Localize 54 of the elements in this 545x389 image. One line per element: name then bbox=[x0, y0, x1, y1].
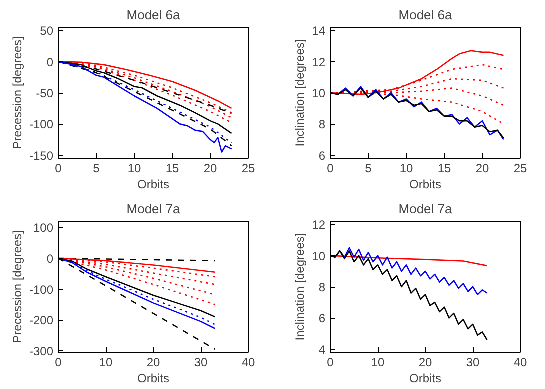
x-tick-label: 30 bbox=[466, 356, 480, 370]
y-axis-title: Inclination [degrees] bbox=[293, 39, 308, 147]
x-tick-label: 0 bbox=[55, 162, 62, 176]
x-tick-label: 20 bbox=[146, 356, 160, 370]
x-tick-label: 10 bbox=[400, 162, 414, 176]
x-tick-label: 40 bbox=[242, 356, 256, 370]
y-tick-label: 100 bbox=[33, 221, 54, 236]
y-tick-label: 6 bbox=[318, 148, 326, 163]
x-tick-label: 5 bbox=[365, 162, 372, 176]
x-axis-title: Orbits bbox=[410, 178, 442, 192]
y-axis-title: Precession [degrees] bbox=[10, 36, 24, 150]
y-tick-label: 8 bbox=[318, 118, 326, 132]
x-tick-label: 20 bbox=[476, 162, 490, 176]
y-tick-label: 8 bbox=[318, 280, 326, 294]
x-tick-label: 30 bbox=[194, 356, 208, 370]
chart-title: Model 6a bbox=[398, 8, 454, 22]
x-tick-label: 10 bbox=[371, 356, 385, 370]
x-tick-label: 10 bbox=[128, 162, 142, 176]
x-tick-label: 20 bbox=[418, 356, 432, 370]
y-tick-label: 0 bbox=[46, 252, 54, 266]
x-tick-label: 5 bbox=[93, 162, 100, 176]
y-tick-label: 50 bbox=[40, 24, 54, 38]
y-tick-label: -300 bbox=[29, 344, 54, 358]
x-tick-label: 0 bbox=[327, 356, 334, 370]
chart-title: Model 6a bbox=[126, 8, 182, 22]
y-tick-label: 12 bbox=[312, 55, 326, 70]
y-tick-label: 4 bbox=[318, 342, 326, 357]
y-tick-label: -150 bbox=[29, 148, 54, 163]
y-tick-label: -100 bbox=[29, 282, 54, 297]
x-tick-label: 25 bbox=[242, 162, 256, 176]
y-tick-label: -200 bbox=[29, 314, 54, 328]
chart-title: Model 7a bbox=[126, 202, 182, 216]
x-tick-label: 0 bbox=[55, 356, 62, 370]
y-tick-label: 14 bbox=[312, 24, 326, 38]
x-tick-label: 25 bbox=[514, 162, 528, 176]
y-tick-label: 10 bbox=[312, 249, 326, 264]
chart-title: Model 7a bbox=[398, 202, 454, 216]
x-axis-title: Orbits bbox=[410, 372, 442, 386]
x-tick-label: 15 bbox=[166, 162, 180, 176]
y-axis-title: Precession [degrees] bbox=[10, 230, 24, 344]
x-tick-label: 40 bbox=[514, 356, 528, 370]
y-tick-label: 6 bbox=[318, 312, 326, 326]
y-tick-label: 10 bbox=[312, 86, 326, 100]
x-axis-title: Orbits bbox=[138, 178, 170, 192]
y-tick-label: -50 bbox=[36, 86, 54, 100]
x-tick-label: 0 bbox=[327, 162, 334, 176]
x-tick-label: 15 bbox=[438, 162, 452, 176]
y-axis-title: Inclination [degrees] bbox=[293, 233, 308, 341]
x-tick-label: 10 bbox=[99, 356, 113, 370]
y-tick-label: -100 bbox=[29, 118, 54, 132]
y-tick-label: 12 bbox=[312, 218, 326, 232]
y-tick-label: 0 bbox=[46, 55, 54, 70]
x-axis-title: Orbits bbox=[138, 372, 170, 386]
x-tick-label: 20 bbox=[204, 162, 218, 176]
